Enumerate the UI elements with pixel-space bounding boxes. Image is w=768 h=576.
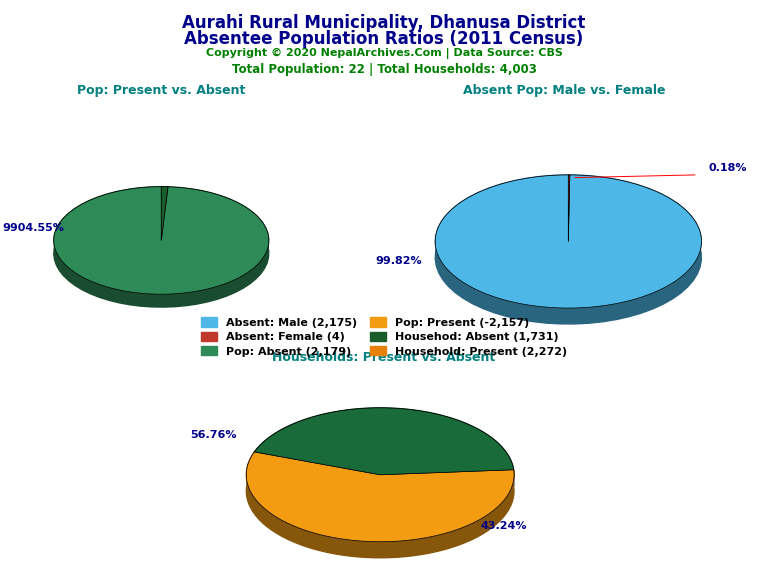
Text: 99.82%: 99.82% (376, 256, 422, 267)
Polygon shape (161, 187, 168, 240)
Polygon shape (568, 175, 570, 241)
Text: Households: Present vs. Absent: Households: Present vs. Absent (273, 351, 495, 365)
Polygon shape (54, 187, 269, 294)
Text: Aurahi Rural Municipality, Dhanusa District: Aurahi Rural Municipality, Dhanusa Distr… (182, 14, 586, 32)
Polygon shape (161, 187, 168, 200)
Legend: Absent: Male (2,175), Absent: Female (4), Pop: Absent (2,179), Pop: Present (-2,: Absent: Male (2,175), Absent: Female (4)… (197, 313, 571, 361)
Text: 43.24%: 43.24% (481, 521, 527, 530)
Polygon shape (254, 408, 514, 486)
Polygon shape (435, 175, 701, 324)
Polygon shape (254, 408, 514, 475)
Polygon shape (435, 175, 701, 308)
Polygon shape (54, 187, 269, 307)
Polygon shape (247, 452, 514, 541)
Text: Absentee Population Ratios (2011 Census): Absentee Population Ratios (2011 Census) (184, 30, 584, 48)
Text: 9904.55%: 9904.55% (2, 222, 64, 233)
Text: 0.18%: 0.18% (708, 163, 746, 173)
Text: Copyright © 2020 NepalArchives.Com | Data Source: CBS: Copyright © 2020 NepalArchives.Com | Dat… (206, 48, 562, 59)
Polygon shape (247, 452, 514, 558)
Text: Absent Pop: Male vs. Female: Absent Pop: Male vs. Female (463, 84, 666, 97)
Polygon shape (568, 175, 570, 191)
Text: Pop: Present vs. Absent: Pop: Present vs. Absent (77, 84, 246, 97)
Text: 56.76%: 56.76% (190, 430, 237, 439)
Text: Total Population: 22 | Total Households: 4,003: Total Population: 22 | Total Households:… (232, 63, 536, 77)
